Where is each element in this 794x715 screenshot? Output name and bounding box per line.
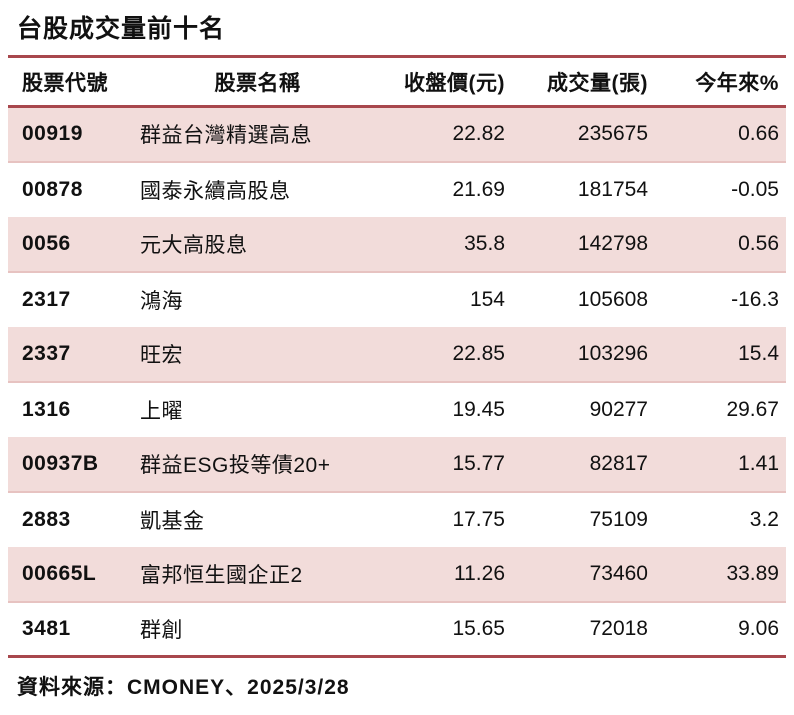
cell-price: 22.82: [385, 106, 512, 163]
cell-name: 群益ESG投等債20+: [130, 436, 385, 493]
cell-volume: 73460: [512, 546, 655, 603]
table-row: 00919 群益台灣精選高息 22.82 235675 0.66: [8, 106, 786, 163]
cell-volume: 142798: [512, 216, 655, 273]
col-header-name: 股票名稱: [130, 56, 385, 108]
cell-ytd: 9.06: [738, 616, 779, 640]
cell-price: 21.69: [452, 177, 505, 201]
cell-price: 11.26: [385, 546, 512, 603]
cell-ytd: 3.2: [749, 507, 779, 531]
cell-volume: 103296: [512, 326, 655, 383]
cell-volume: 181754: [577, 177, 648, 201]
stocks-table: 股票代號 股票名稱 收盤價(元) 成交量(張) 今年來% 00919 群益台灣精…: [8, 55, 786, 658]
cell-volume: 75109: [589, 507, 648, 531]
cell-ytd: -0.05: [731, 177, 779, 201]
table-row: 1316 上曜 19.45 90277 29.67: [8, 382, 786, 437]
cell-name: 群創: [140, 618, 183, 642]
cell-code: 00937B: [8, 436, 130, 493]
cell-price: 19.45: [452, 397, 505, 421]
table-row: 00937B 群益ESG投等債20+ 15.77 82817 1.41: [8, 436, 786, 493]
cell-price: 15.77: [385, 436, 512, 493]
cell-ytd: 29.67: [726, 397, 779, 421]
cell-name: 元大高股息: [130, 216, 385, 273]
cell-price: 35.8: [385, 216, 512, 273]
cell-ytd: 0.66: [655, 106, 786, 163]
cell-volume: 235675: [512, 106, 655, 163]
table-row: 00665L 富邦恒生國企正2 11.26 73460 33.89: [8, 546, 786, 603]
cell-name: 群益台灣精選高息: [130, 106, 385, 163]
cell-price: 154: [469, 287, 505, 311]
cell-name: 凱基金: [140, 509, 205, 533]
cell-ytd: 33.89: [655, 546, 786, 603]
cell-name: 富邦恒生國企正2: [130, 546, 385, 603]
table-row: 3481 群創 15.65 72018 9.06: [8, 602, 786, 657]
cell-code: 00878: [22, 177, 83, 201]
cell-name: 上曜: [140, 399, 183, 423]
cell-code: 2337: [8, 326, 130, 383]
cell-name: 鴻海: [140, 289, 183, 313]
table-row: 00878 國泰永續高股息 21.69 181754 -0.05: [8, 162, 786, 217]
cell-ytd: 1.41: [655, 436, 786, 493]
table-row: 2317 鴻海 154 105608 -16.3: [8, 272, 786, 327]
page-title: 台股成交量前十名: [17, 15, 226, 43]
col-header-ytd: 今年來%: [655, 56, 786, 108]
table-row: 2337 旺宏 22.85 103296 15.4: [8, 326, 786, 383]
cell-ytd: 15.4: [655, 326, 786, 383]
cell-ytd: -16.3: [731, 287, 779, 311]
col-header-code: 股票代號: [8, 56, 130, 108]
cell-ytd: 0.56: [655, 216, 786, 273]
col-header-price: 收盤價(元): [385, 56, 512, 108]
col-header-volume: 成交量(張): [512, 56, 655, 108]
table-header: 股票代號 股票名稱 收盤價(元) 成交量(張) 今年來%: [8, 56, 786, 108]
cell-code: 1316: [22, 397, 71, 421]
cell-volume: 72018: [589, 616, 648, 640]
cell-price: 17.75: [452, 507, 505, 531]
table-row: 0056 元大高股息 35.8 142798 0.56: [8, 216, 786, 273]
cell-name: 國泰永續高股息: [140, 179, 291, 203]
cell-volume: 90277: [589, 397, 648, 421]
header-row: 股票代號 股票名稱 收盤價(元) 成交量(張) 今年來%: [8, 56, 786, 108]
cell-code: 2883: [22, 507, 71, 531]
cell-price: 22.85: [385, 326, 512, 383]
cell-price: 15.65: [452, 616, 505, 640]
cell-volume: 82817: [512, 436, 655, 493]
cell-code: 0056: [8, 216, 130, 273]
cell-code: 2317: [22, 287, 71, 311]
cell-name: 旺宏: [130, 326, 385, 383]
cell-code: 3481: [22, 616, 71, 640]
cell-code: 00665L: [8, 546, 130, 603]
table-row: 2883 凱基金 17.75 75109 3.2: [8, 492, 786, 547]
source-note: 資料來源：CMONEY、2025/3/28: [17, 676, 350, 699]
cell-volume: 105608: [577, 287, 648, 311]
table-body: 00919 群益台灣精選高息 22.82 235675 0.66 00878 國…: [8, 106, 786, 657]
cell-code: 00919: [8, 106, 130, 163]
